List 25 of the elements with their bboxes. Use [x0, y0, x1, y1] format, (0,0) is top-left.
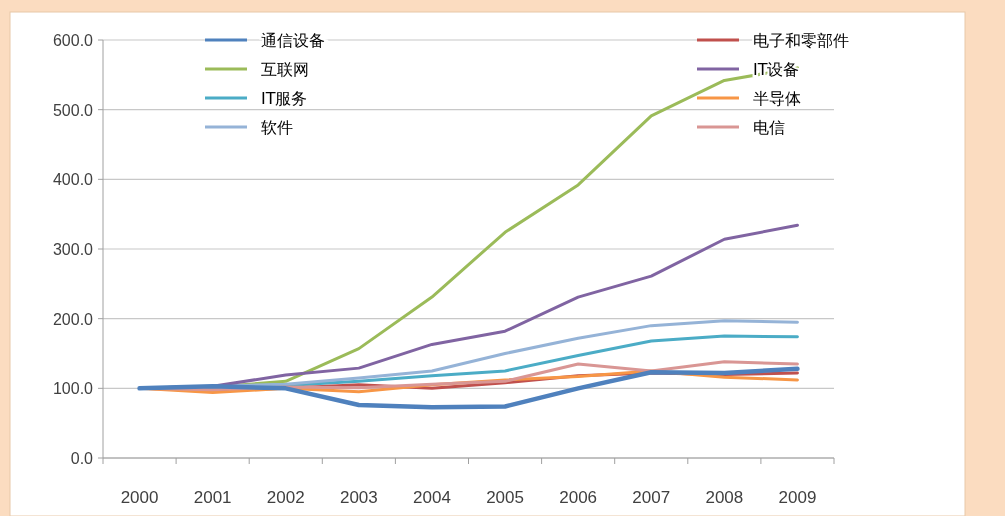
x-tick-label: 2007	[632, 488, 671, 507]
x-tick-label: 2006	[559, 488, 598, 507]
x-tick-label: 2002	[266, 488, 305, 507]
x-tick-label: 2009	[778, 488, 817, 507]
x-tick-label: 2000	[120, 488, 159, 507]
legend-label: 软件	[261, 118, 293, 137]
y-tick-label: 300.0	[52, 241, 94, 258]
x-tick-label: 2003	[339, 488, 378, 507]
y-tick-label: 600.0	[52, 32, 94, 49]
legend-label: 电子和零部件	[753, 31, 849, 50]
x-tick-label: 2001	[193, 488, 232, 507]
y-tick-label: 400.0	[52, 171, 94, 189]
y-tick-label: 200.0	[52, 310, 94, 328]
y-tick-label: 0.0	[70, 450, 94, 467]
x-tick-label: 2004	[413, 488, 451, 507]
x-tick-label: 2005	[486, 488, 524, 507]
line-series	[137, 366, 800, 410]
legend-label: 半导体	[753, 89, 801, 108]
y-tick-label: 100.0	[52, 380, 94, 398]
legend-label: 电信	[753, 118, 785, 137]
legend-label: 通信设备	[261, 31, 325, 50]
legend-label: 互联网	[261, 60, 309, 79]
y-tick-label: 500.0	[52, 101, 94, 119]
x-tick-label: 2008	[705, 488, 744, 507]
legend-label: IT服务	[261, 89, 308, 108]
